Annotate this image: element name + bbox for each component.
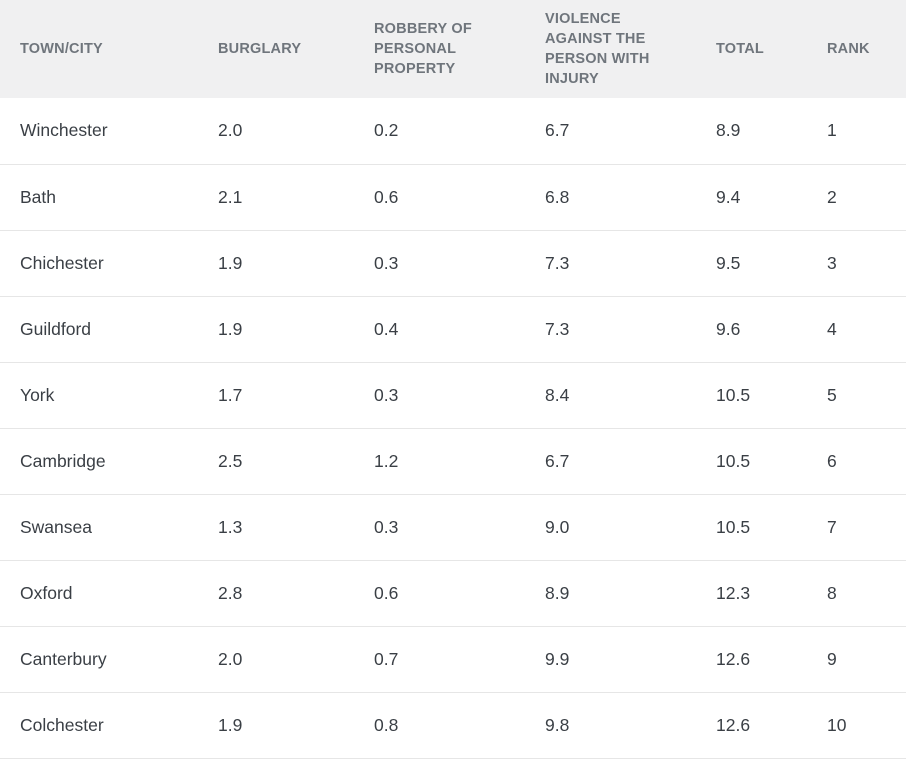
cell-robbery: 0.3: [374, 516, 399, 537]
cell-total: 12.6: [716, 714, 751, 735]
table-row: Chichester 1.9 0.3 7.3 9.5 3: [0, 230, 906, 296]
cell-town-city: Swansea: [20, 516, 92, 537]
cell-rank: 2: [827, 186, 837, 207]
cell-robbery: 0.8: [374, 714, 399, 735]
cell-town-city: Colchester: [20, 714, 104, 735]
table-header: TOWN/CITY BURGLARY ROBBERY OF PERSONAL P…: [0, 0, 906, 98]
cell-rank: 4: [827, 318, 837, 339]
cell-total: 9.6: [716, 318, 741, 339]
cell-town-city: Cambridge: [20, 450, 106, 471]
cell-rank: 9: [827, 648, 837, 669]
header-row: TOWN/CITY BURGLARY ROBBERY OF PERSONAL P…: [0, 0, 906, 98]
cell-total: 12.3: [716, 582, 751, 603]
cell-rank: 8: [827, 582, 837, 603]
header-total: TOTAL: [716, 41, 764, 57]
cell-total: 9.4: [716, 186, 741, 207]
header-town-city: TOWN/CITY: [20, 41, 103, 57]
table-row: Bath 2.1 0.6 6.8 9.4 2: [0, 164, 906, 230]
cell-robbery: 0.2: [374, 120, 399, 141]
table-row: Winchester 2.0 0.2 6.7 8.9 1: [0, 98, 906, 164]
cell-total: 10.5: [716, 450, 751, 471]
cell-town-city: Chichester: [20, 252, 104, 273]
cell-violence: 6.7: [545, 120, 570, 141]
table-row: Cambridge 2.5 1.2 6.7 10.5 6: [0, 428, 906, 494]
cell-burglary: 2.0: [218, 648, 243, 669]
cell-total: 10.5: [716, 384, 751, 405]
cell-robbery: 0.6: [374, 582, 399, 603]
cell-violence: 6.8: [545, 186, 570, 207]
cell-total: 8.9: [716, 120, 741, 141]
cell-violence: 7.3: [545, 252, 570, 273]
cell-burglary: 1.9: [218, 318, 243, 339]
cell-violence: 9.8: [545, 714, 570, 735]
cell-total: 12.6: [716, 648, 751, 669]
cell-robbery: 0.3: [374, 252, 399, 273]
cell-total: 10.5: [716, 516, 751, 537]
cell-total: 9.5: [716, 252, 741, 273]
cell-burglary: 1.7: [218, 384, 243, 405]
cell-town-city: Oxford: [20, 582, 73, 603]
cell-violence: 7.3: [545, 318, 570, 339]
cell-burglary: 2.8: [218, 582, 243, 603]
cell-robbery: 0.3: [374, 384, 399, 405]
cell-town-city: York: [20, 384, 55, 405]
cell-town-city: Bath: [20, 186, 56, 207]
cell-violence: 8.9: [545, 582, 570, 603]
cell-burglary: 1.9: [218, 252, 243, 273]
header-robbery: ROBBERY OF PERSONAL PROPERTY: [374, 21, 472, 77]
cell-burglary: 2.1: [218, 186, 243, 207]
cell-rank: 10: [827, 714, 847, 735]
header-violence: VIOLENCE AGAINST THE PERSON WITH INJURY: [545, 11, 650, 87]
cell-robbery: 1.2: [374, 450, 399, 471]
cell-burglary: 1.3: [218, 516, 243, 537]
cell-rank: 6: [827, 450, 837, 471]
cell-rank: 1: [827, 120, 837, 141]
cell-rank: 7: [827, 516, 837, 537]
cell-violence: 9.0: [545, 516, 570, 537]
cell-town-city: Guildford: [20, 318, 92, 339]
cell-robbery: 0.6: [374, 186, 399, 207]
table-row: Canterbury 2.0 0.7 9.9 12.6 9: [0, 626, 906, 692]
cell-town-city: Winchester: [20, 120, 108, 141]
cell-burglary: 1.9: [218, 714, 243, 735]
cell-violence: 9.9: [545, 648, 570, 669]
cell-robbery: 0.4: [374, 318, 399, 339]
table-row: Guildford 1.9 0.4 7.3 9.6 4: [0, 296, 906, 362]
header-rank: RANK: [827, 41, 870, 57]
cell-town-city: Canterbury: [20, 648, 107, 669]
table-row: York 1.7 0.3 8.4 10.5 5: [0, 362, 906, 428]
table-row: Oxford 2.8 0.6 8.9 12.3 8: [0, 560, 906, 626]
header-burglary: BURGLARY: [218, 41, 302, 57]
table-row: Swansea 1.3 0.3 9.0 10.5 7: [0, 494, 906, 560]
cell-rank: 5: [827, 384, 837, 405]
table-row: Colchester 1.9 0.8 9.8 12.6 10: [0, 692, 906, 758]
table-body: Winchester 2.0 0.2 6.7 8.9 1 Bath 2.1 0.6 6.8 9.4 2…: [0, 98, 906, 758]
cell-burglary: 2.5: [218, 450, 243, 471]
cell-violence: 6.7: [545, 450, 570, 471]
cell-burglary: 2.0: [218, 120, 243, 141]
cell-violence: 8.4: [545, 384, 570, 405]
cell-robbery: 0.7: [374, 648, 399, 669]
cell-rank: 3: [827, 252, 837, 273]
